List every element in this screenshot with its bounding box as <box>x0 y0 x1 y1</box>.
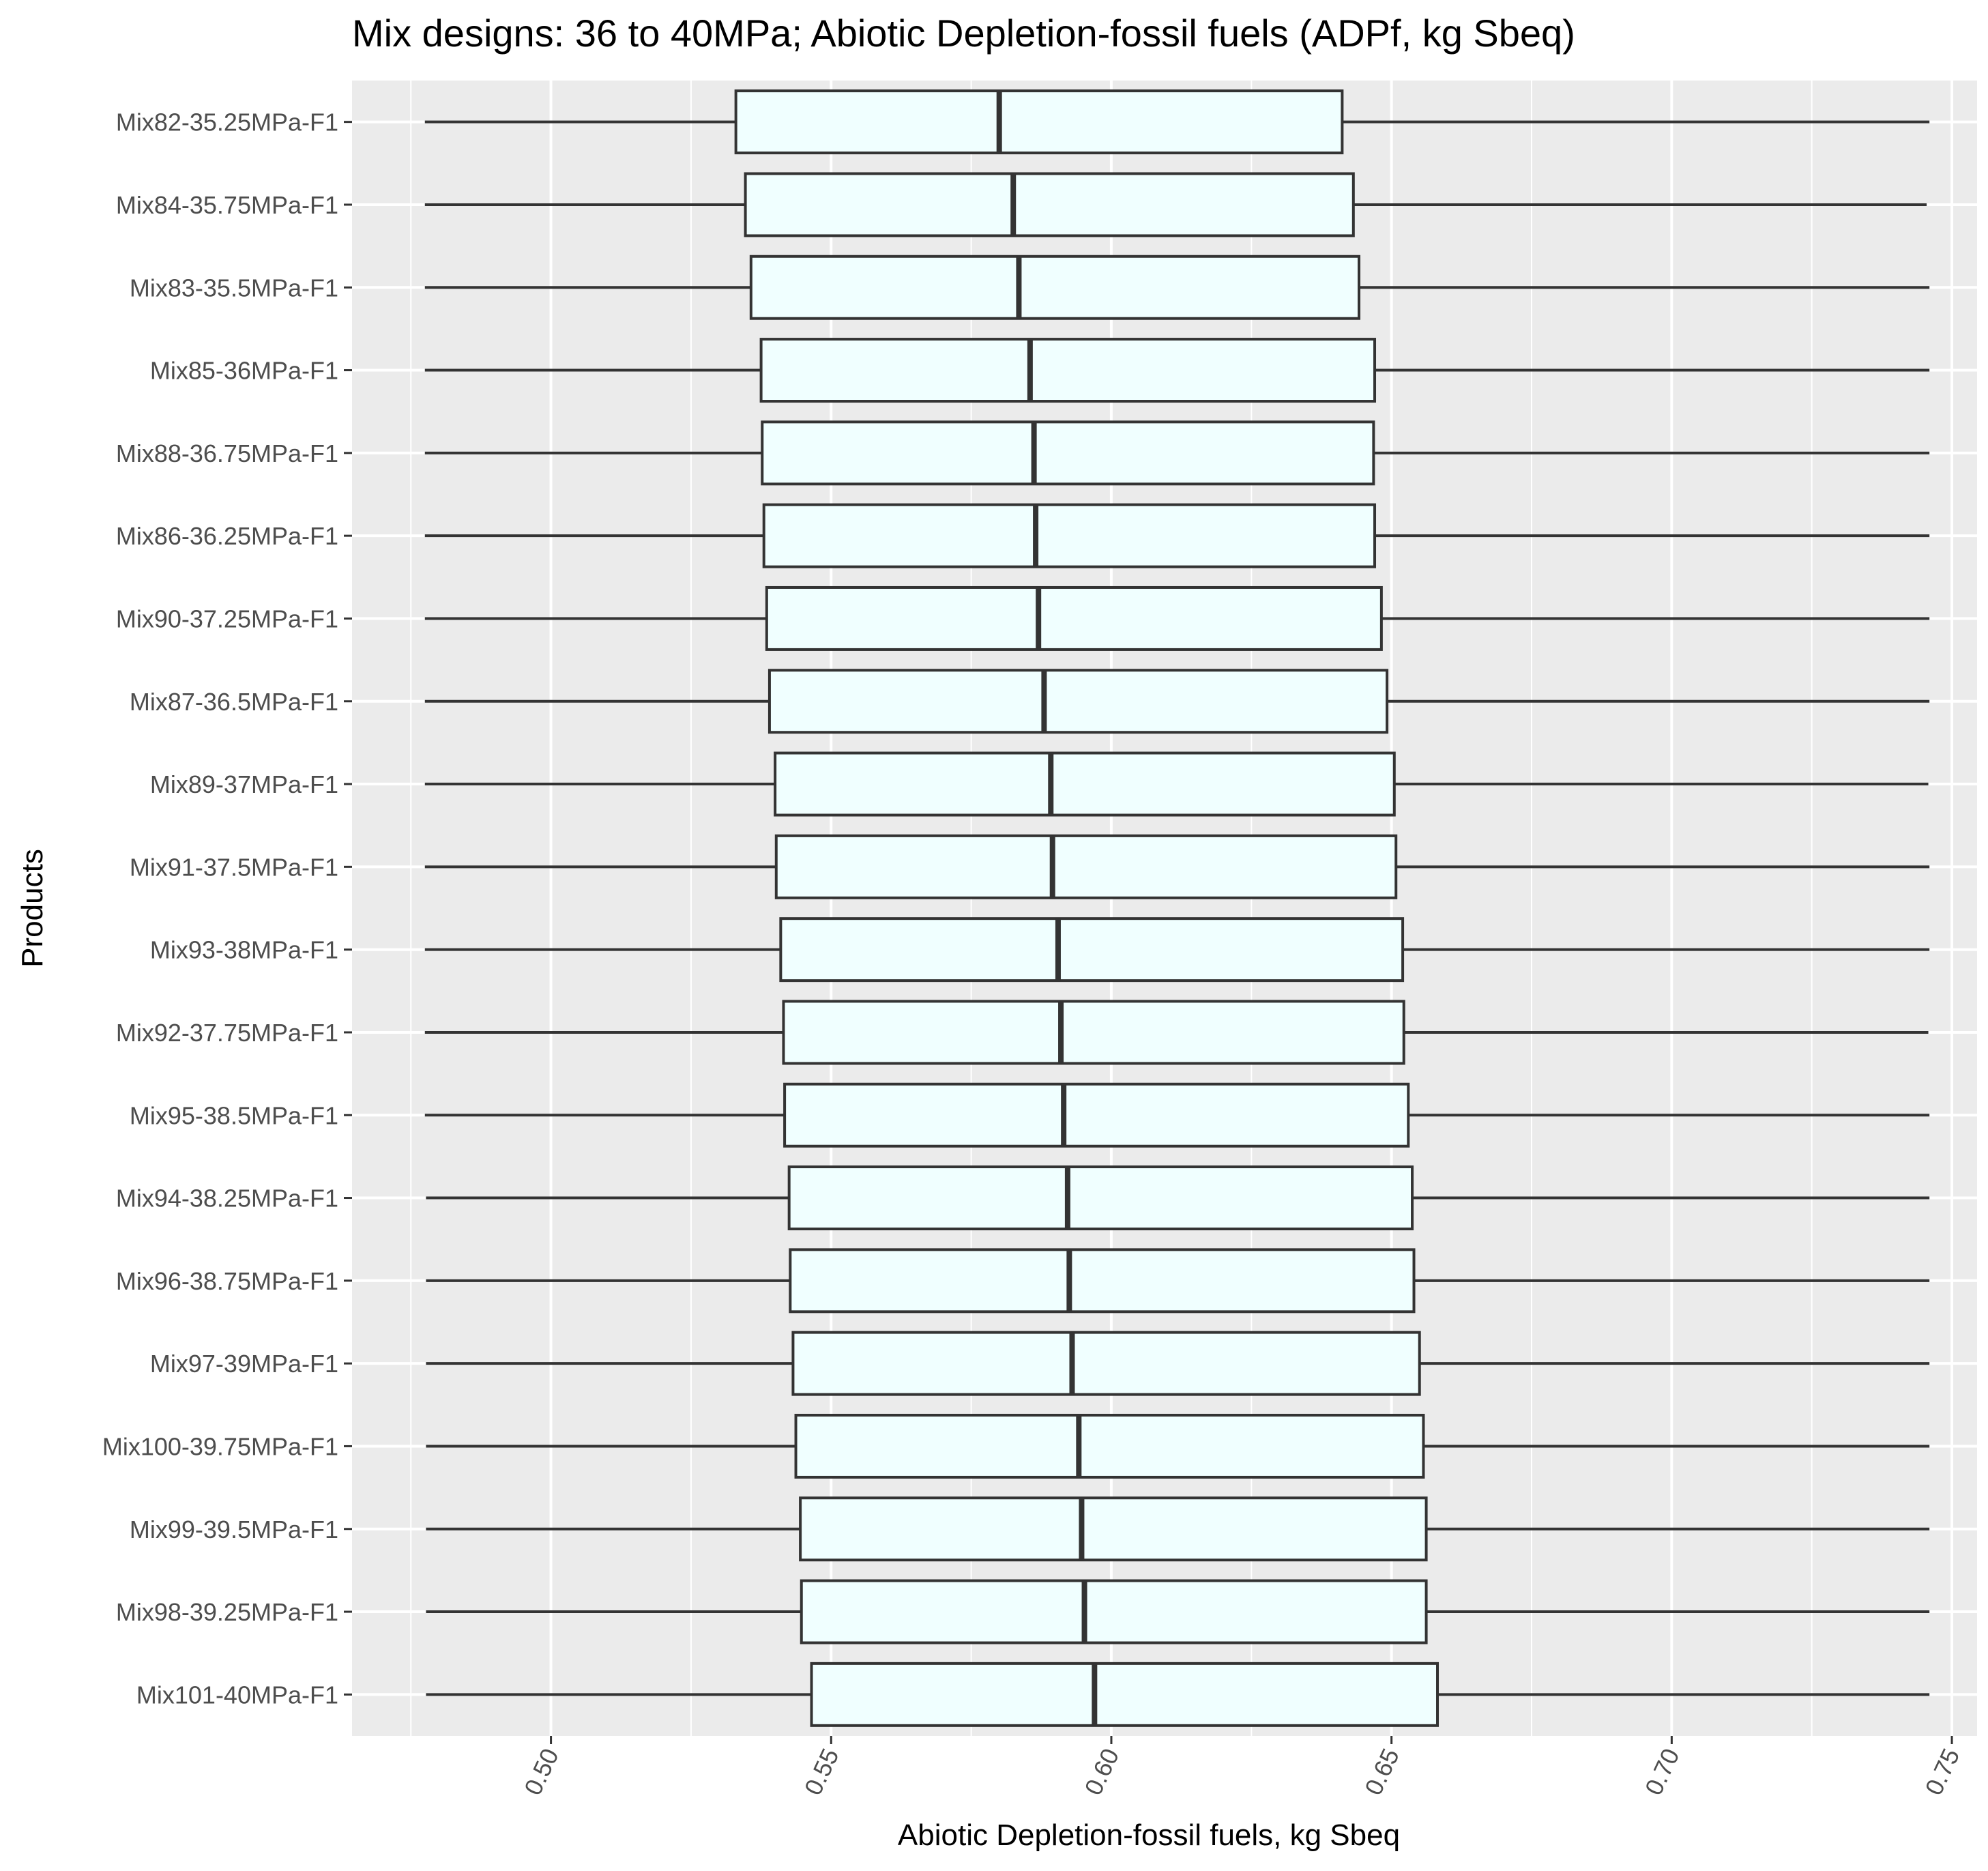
box-Mix96-38.75MPa-F1 <box>426 1248 1930 1314</box>
y-tick-label: Mix86-36.25MPa-F1 <box>116 522 338 550</box>
y-tick-label: Mix91-37.5MPa-F1 <box>130 853 338 881</box>
box-Mix86-36.25MPa-F1 <box>424 503 1930 568</box>
y-tick-label: Mix96-38.75MPa-F1 <box>116 1267 338 1295</box>
box-Mix83-35.5MPa-F1 <box>424 255 1930 320</box>
box-iqr <box>789 1248 1416 1314</box>
y-tick-label: Mix88-36.75MPa-F1 <box>116 439 338 467</box>
plot-panel <box>352 81 1977 1736</box>
x-tick-label: 0.70 <box>1639 1744 1685 1799</box>
box-Mix98-39.25MPa-F1 <box>426 1579 1930 1644</box>
box-iqr <box>810 1662 1439 1727</box>
chart-title: Mix designs: 36 to 40MPa; Abiotic Deplet… <box>352 12 1575 55</box>
x-tick-label: 0.75 <box>1920 1744 1965 1799</box>
box-iqr <box>759 338 1377 403</box>
box-iqr <box>761 420 1375 486</box>
box-Mix90-37.25MPa-F1 <box>424 585 1930 651</box>
y-tick-label: Mix98-39.25MPa-F1 <box>116 1598 338 1626</box>
box-Mix99-39.5MPa-F1 <box>426 1496 1930 1562</box>
x-tick-label: 0.65 <box>1359 1744 1405 1799</box>
x-axis-title: Abiotic Depletion-fossil fuels, kg Sbeq <box>898 1818 1400 1852</box>
box-Mix89-37MPa-F1 <box>424 751 1929 817</box>
box-Mix93-38MPa-F1 <box>424 917 1930 983</box>
box-iqr <box>799 1496 1428 1562</box>
y-axis-ticks: Mix82-35.25MPa-F1 Mix84-35.75MPa-F1 Mix83-… <box>102 108 352 1709</box>
box-Mix82-35.25MPa-F1 <box>424 89 1930 155</box>
y-tick-label: Mix100-39.75MPa-F1 <box>102 1432 338 1460</box>
x-tick-label: 0.50 <box>518 1744 564 1799</box>
box-Mix100-39.75MPa-F1 <box>426 1413 1930 1479</box>
box-iqr <box>749 255 1361 320</box>
y-tick-label: Mix92-37.75MPa-F1 <box>116 1019 338 1047</box>
box-Mix97-39MPa-F1 <box>426 1331 1930 1396</box>
y-tick-label: Mix99-39.5MPa-F1 <box>130 1515 338 1543</box>
box-Mix88-36.75MPa-F1 <box>424 420 1930 486</box>
box-Mix94-38.25MPa-F1 <box>426 1165 1930 1231</box>
box-Mix92-37.75MPa-F1 <box>424 1000 1929 1065</box>
box-iqr <box>774 751 1396 817</box>
box-Mix95-38.5MPa-F1 <box>424 1082 1930 1148</box>
box-iqr <box>744 172 1355 237</box>
box-Mix91-37.5MPa-F1 <box>424 834 1930 899</box>
x-tick-label: 0.55 <box>799 1744 845 1799</box>
y-tick-label: Mix82-35.25MPa-F1 <box>116 108 338 136</box>
box-iqr <box>765 585 1383 651</box>
y-tick-label: Mix93-38MPa-F1 <box>150 936 338 964</box>
box-iqr <box>762 503 1377 568</box>
y-tick-label: Mix87-36.5MPa-F1 <box>130 688 338 716</box>
y-tick-label: Mix97-39MPa-F1 <box>150 1350 338 1378</box>
y-tick-label: Mix94-38.25MPa-F1 <box>116 1185 338 1213</box>
box-iqr <box>787 1165 1414 1231</box>
box-Mix87-36.5MPa-F1 <box>424 669 1930 734</box>
y-tick-label: Mix89-37MPa-F1 <box>150 770 338 798</box>
boxes <box>424 89 1930 1727</box>
x-tick-label: 0.60 <box>1079 1744 1124 1799</box>
box-iqr <box>791 1331 1421 1396</box>
box-iqr <box>768 669 1389 734</box>
y-tick-label: Mix90-37.25MPa-F1 <box>116 605 338 633</box>
y-tick-label: Mix83-35.5MPa-F1 <box>130 274 338 302</box>
x-axis-ticks: 0.50 0.55 0.60 0.65 0.70 0.75 <box>518 1736 1965 1799</box>
y-tick-label: Mix85-36MPa-F1 <box>150 357 338 385</box>
box-iqr <box>779 917 1405 983</box>
box-iqr <box>782 1000 1405 1065</box>
box-iqr <box>794 1413 1425 1479</box>
y-tick-label: Mix95-38.5MPa-F1 <box>130 1101 338 1129</box>
box-iqr <box>783 1082 1410 1148</box>
box-Mix101-40MPa-F1 <box>426 1662 1930 1727</box>
box-iqr <box>774 834 1398 899</box>
y-tick-label: Mix84-35.75MPa-F1 <box>116 191 338 219</box>
y-tick-label: Mix101-40MPa-F1 <box>136 1681 338 1709</box>
box-iqr <box>734 89 1344 155</box>
box-Mix85-36MPa-F1 <box>424 338 1930 403</box>
box-iqr <box>800 1579 1428 1644</box>
box-Mix84-35.75MPa-F1 <box>424 172 1927 237</box>
y-axis-title: Products <box>16 849 49 968</box>
